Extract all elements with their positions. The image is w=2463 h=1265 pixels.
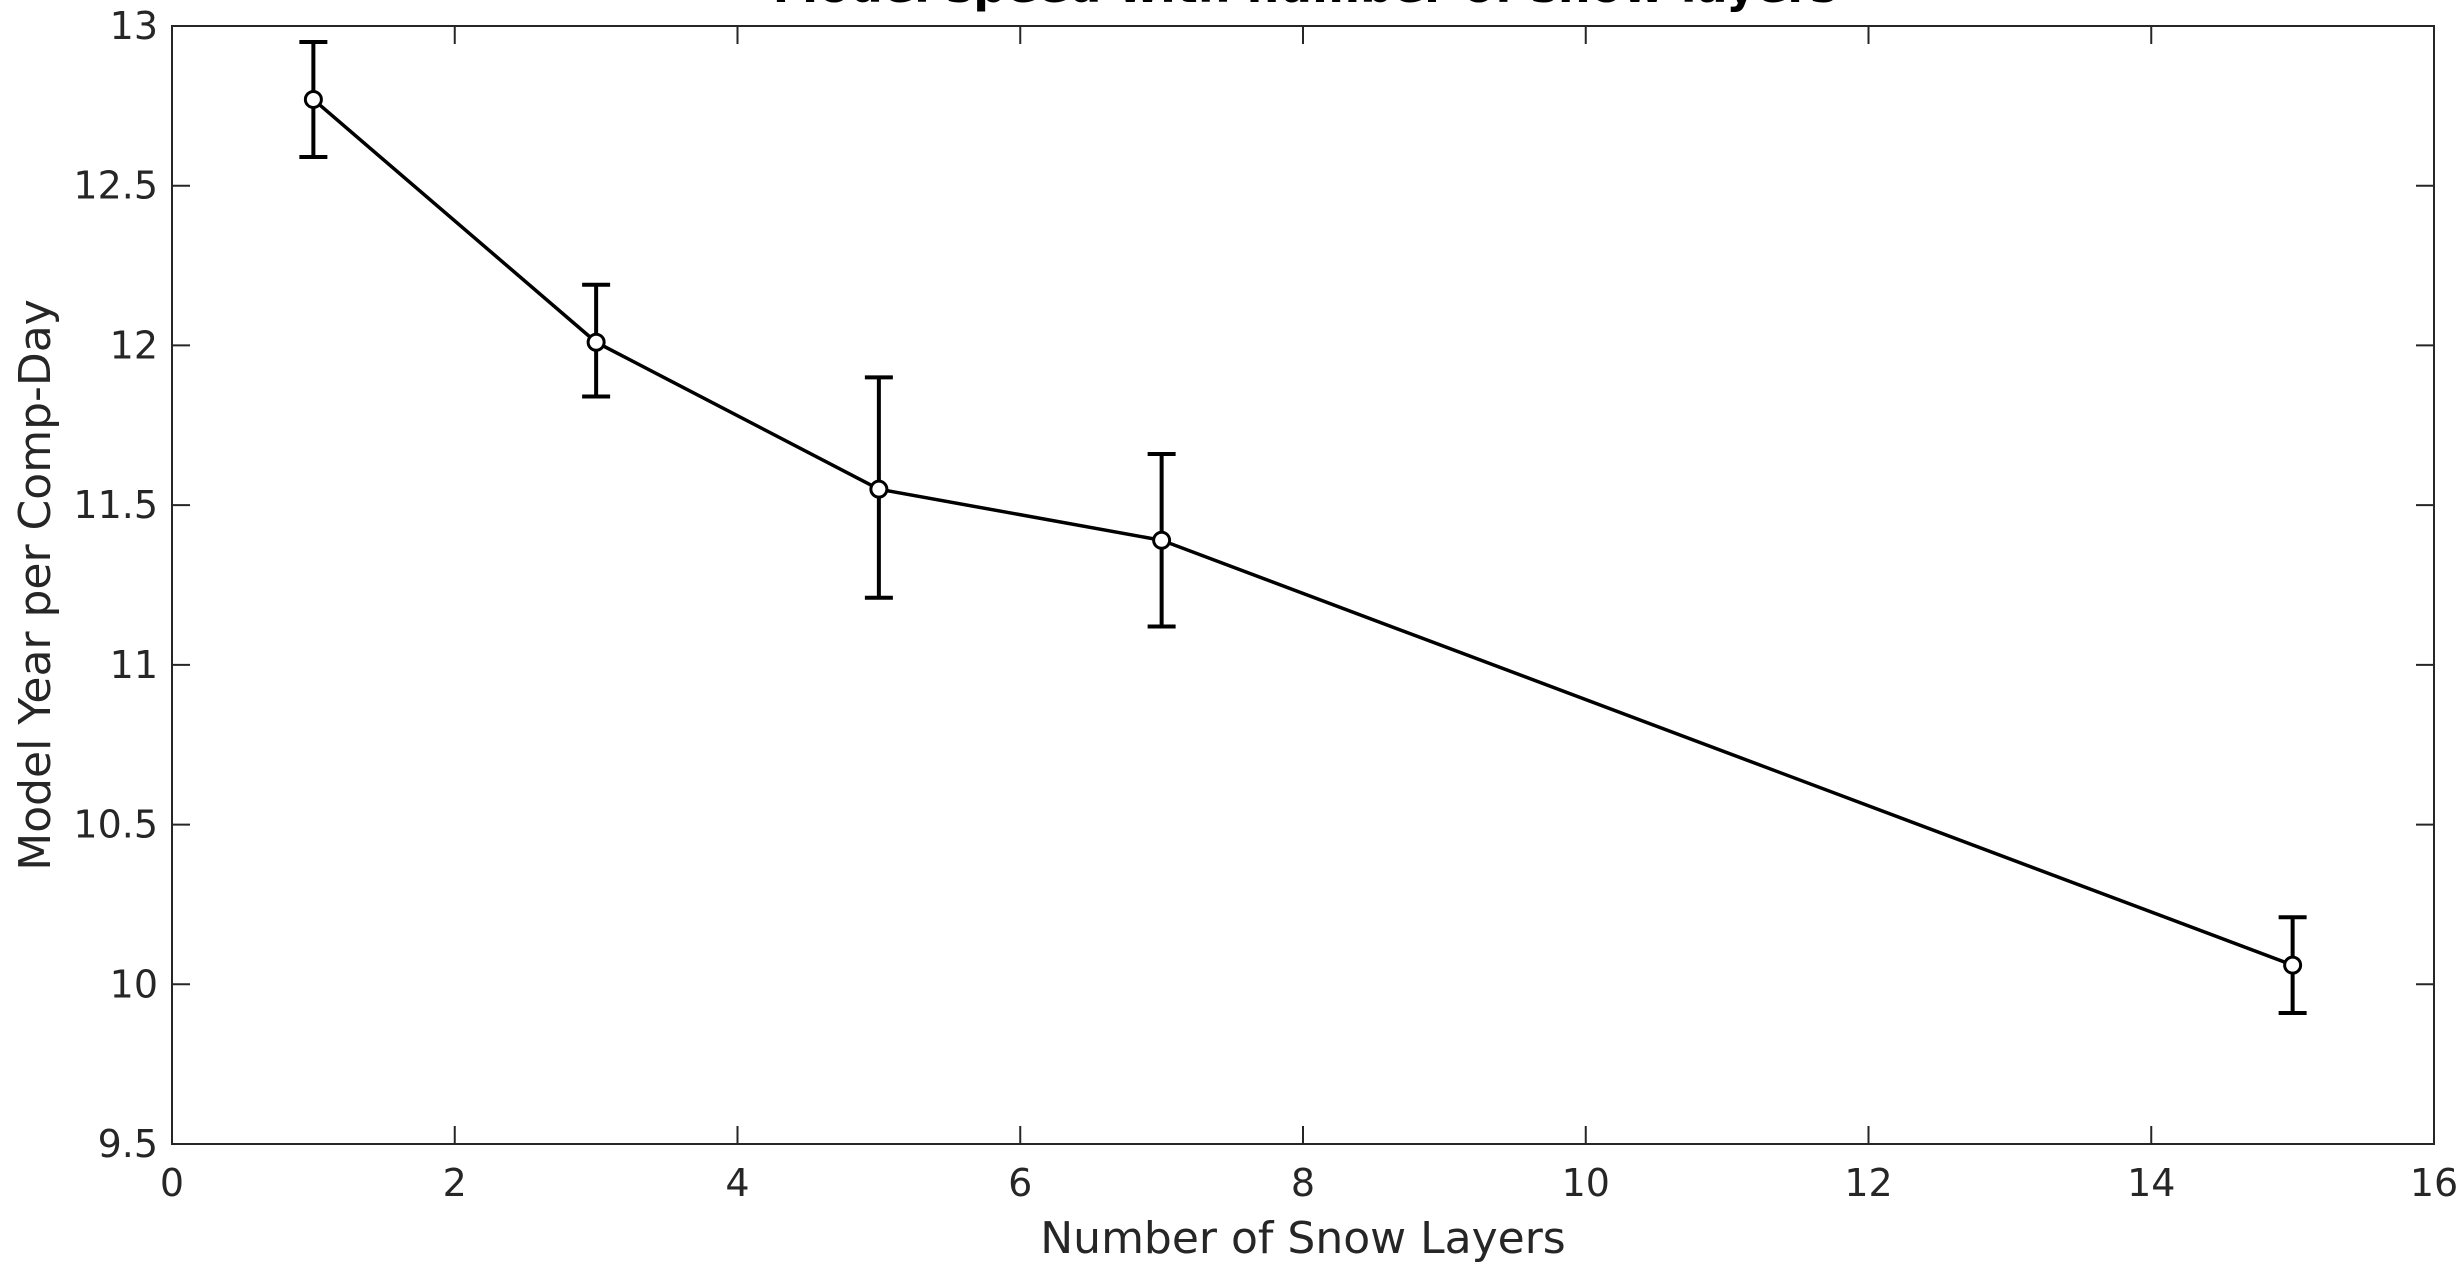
x-tick-label: 16 <box>2410 1161 2458 1205</box>
y-tick-label: 11 <box>110 643 158 687</box>
x-tick-label: 12 <box>1844 1161 1892 1205</box>
y-tick-label: 10 <box>110 962 158 1006</box>
x-tick-label: 14 <box>2127 1161 2175 1205</box>
y-tick-label: 13 <box>110 4 158 48</box>
y-axis: 9.5 10 10.5 11 11.5 12 12.5 13 <box>73 4 2434 1166</box>
data-point <box>586 332 606 352</box>
y-tick-label: 12.5 <box>73 164 158 208</box>
y-tick-label: 11.5 <box>73 483 158 527</box>
data-point <box>1152 530 1172 550</box>
chart-title: Model speed with number of snow layers <box>773 0 1838 13</box>
data-point <box>2283 955 2303 975</box>
y-axis-label: Model Year per Comp-Day <box>10 299 61 871</box>
series <box>299 39 2307 1016</box>
x-tick-label: 4 <box>725 1161 749 1205</box>
x-tick-label: 10 <box>1562 1161 1610 1205</box>
y-tick-label: 12 <box>110 323 158 367</box>
plot-area <box>171 25 2435 1145</box>
x-tick-label: 0 <box>160 1161 184 1205</box>
x-tick-label: 6 <box>1008 1161 1032 1205</box>
x-tick-label: 2 <box>443 1161 467 1205</box>
x-axis: 0 2 4 6 8 10 12 14 16 <box>160 26 2458 1205</box>
y-tick-label: 10.5 <box>73 803 158 847</box>
y-tick-label: 9.5 <box>98 1122 158 1166</box>
data-point <box>303 89 323 109</box>
data-point <box>869 479 889 499</box>
x-tick-label: 8 <box>1291 1161 1315 1205</box>
x-axis-label: Number of Snow Layers <box>1040 1213 1565 1264</box>
